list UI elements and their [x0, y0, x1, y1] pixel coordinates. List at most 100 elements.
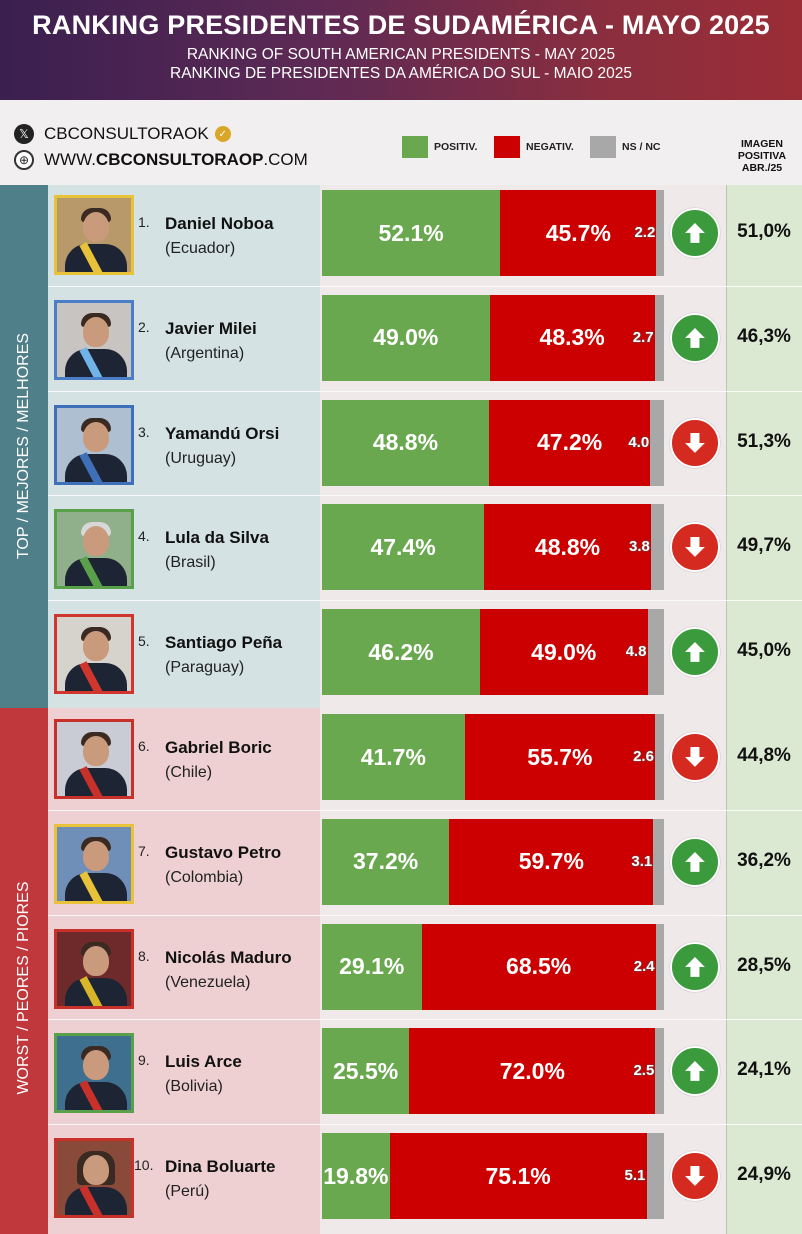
verified-badge-icon: ✓ — [214, 126, 231, 142]
top-section-label: TOP / MEJORES / MELHORES — [15, 332, 32, 560]
arrow-up-icon — [670, 208, 720, 258]
rank-number: 10. — [134, 1157, 154, 1174]
president-country: (Colombia) — [165, 868, 244, 886]
bar-nsnc — [654, 294, 664, 381]
bar-nsnc — [646, 1133, 664, 1220]
arrow-up-icon — [670, 1046, 720, 1097]
top-section-background — [0, 185, 320, 708]
arrow-up-icon — [670, 836, 720, 887]
social-handle-text: CBCONSULTORAOK — [44, 124, 209, 143]
previous-image-value: 51,0% — [737, 221, 791, 242]
globe-icon: ⊕ — [14, 150, 34, 170]
president-photo — [54, 823, 134, 904]
photo-face — [83, 1050, 109, 1081]
bar-nsnc — [651, 504, 664, 591]
bar-negative: 55.7% — [464, 714, 656, 800]
page-title: RANKING PRESIDENTES DE SUDAMÉRICA - MAYO… — [32, 10, 770, 40]
legend-negative-label: NEGATIV. — [526, 141, 574, 153]
bar-nsnc — [647, 609, 664, 696]
arrow-down-icon — [670, 732, 720, 782]
legend-positive-swatch — [402, 136, 428, 158]
president-name: Dina Boluarte — [165, 1157, 276, 1177]
president-photo — [54, 195, 134, 275]
president-country: (Uruguay) — [165, 449, 237, 467]
subtitle-portuguese: RANKING DE PRESIDENTES DA AMÉRICA DO SUL… — [170, 65, 632, 82]
image-header-line3: ABR./25 — [741, 162, 783, 174]
bar-positive: 48.8% — [322, 399, 489, 486]
bar-nsnc-label: 2.4 — [633, 957, 655, 975]
president-photo — [54, 1138, 134, 1219]
legend-positive: POSITIV. — [402, 136, 477, 158]
header-banner: RANKING PRESIDENTES DE SUDAMÉRICA - MAYO… — [0, 0, 802, 100]
legend-positive-label: POSITIV. — [434, 141, 478, 153]
previous-image-value: 44,8% — [737, 745, 791, 766]
bar-nsnc-label: 2.6 — [633, 748, 654, 765]
bar-nsnc — [655, 714, 664, 800]
worst-band — [0, 708, 48, 1234]
bar-nsnc — [655, 923, 664, 1010]
rank-number: 4. — [138, 528, 150, 545]
bar-positive: 41.7% — [322, 714, 465, 800]
worst-section-background — [0, 708, 320, 1234]
arrow-up-icon — [670, 627, 720, 678]
president-photo — [54, 404, 134, 485]
president-name: Lula da Silva — [165, 528, 269, 548]
president-name: Nicolás Maduro — [165, 947, 292, 967]
arrow-down-icon — [670, 417, 720, 468]
bar-nsnc-label: 5.1 — [624, 1167, 646, 1185]
image-column — [726, 185, 802, 1234]
previous-image-value: 51,3% — [737, 430, 791, 452]
row-divider — [48, 1124, 802, 1126]
president-country: (Chile) — [165, 764, 213, 781]
president-photo — [54, 614, 134, 695]
bar-nsnc-label: 4.8 — [625, 643, 647, 661]
photo-face — [83, 736, 109, 766]
bar-negative: 45.7% — [500, 190, 657, 276]
rank-number: 5. — [138, 633, 150, 650]
president-country: (Bolivia) — [165, 1078, 223, 1096]
bar-nsnc — [656, 190, 664, 276]
bar-positive: 37.2% — [322, 818, 450, 905]
website-text: WWW.CBCONSULTORAOP.COM — [44, 150, 308, 169]
bar-negative: 49.0% — [480, 609, 648, 696]
bar-nsnc-label: 2.7 — [632, 328, 654, 346]
photo-face — [83, 945, 109, 976]
bar-negative: 47.2% — [488, 399, 651, 486]
president-country: (Venezuela) — [165, 973, 251, 991]
bar-positive: 29.1% — [322, 923, 422, 1010]
president-photo — [54, 299, 134, 380]
previous-image-value: 24,9% — [737, 1164, 791, 1186]
bar-nsnc-label: 2.5 — [633, 1062, 655, 1080]
photo-face — [83, 212, 109, 242]
row-divider — [48, 390, 802, 392]
website-link[interactable]: ⊕ WWW.CBCONSULTORAOP.COM — [14, 150, 308, 170]
president-name: Luis Arce — [165, 1052, 242, 1072]
row-divider — [48, 600, 802, 602]
bar-positive: 46.2% — [322, 609, 480, 696]
bar-positive: 47.4% — [322, 504, 485, 591]
row-divider — [48, 809, 802, 811]
arrow-up-icon — [670, 312, 720, 363]
top-band — [0, 185, 48, 708]
image-column-header: IMAGEN POSITIVA ABR./25 — [726, 138, 798, 174]
bar-nsnc-label: 4.0 — [628, 433, 650, 451]
bar-nsnc-label: 3.1 — [631, 852, 653, 870]
rank-number: 1. — [138, 214, 150, 230]
president-country: (Perú) — [165, 1183, 210, 1201]
arrow-down-icon — [670, 522, 720, 573]
bar-nsnc — [655, 1028, 664, 1115]
photo-face — [83, 840, 109, 871]
bar-negative: 72.0% — [409, 1028, 656, 1115]
photo-face — [83, 316, 109, 347]
social-handle[interactable]: 𝕏 CBCONSULTORAOK ✓ — [14, 124, 231, 144]
bar-negative: 75.1% — [389, 1133, 647, 1220]
president-name: Yamandú Orsi — [165, 423, 280, 443]
previous-image-value: 45,0% — [737, 640, 791, 662]
arrow-down-icon — [670, 1151, 720, 1202]
president-photo — [54, 719, 134, 799]
president-name: Daniel Noboa — [165, 214, 274, 233]
row-divider — [48, 1019, 802, 1021]
previous-image-value: 36,2% — [737, 849, 791, 871]
bar-negative: 48.8% — [484, 504, 651, 591]
